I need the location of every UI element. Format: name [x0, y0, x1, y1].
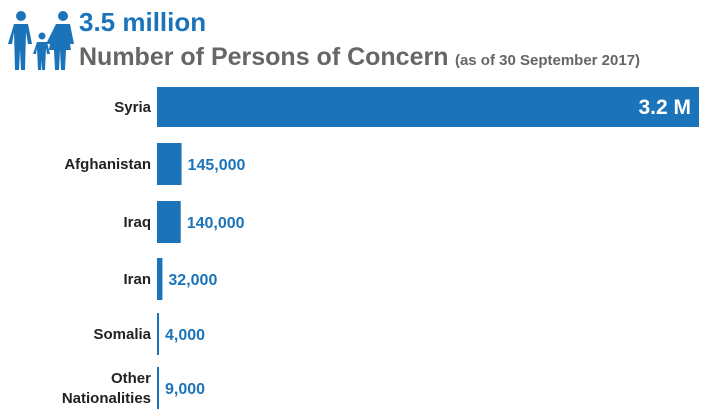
bar-syria [157, 87, 699, 127]
bar-somalia [157, 313, 159, 355]
headline-total: 3.5 million [79, 7, 207, 37]
category-label: Somalia [93, 326, 151, 343]
category-label: Other Nationalities [62, 370, 151, 407]
bar-other-nationalities [157, 367, 159, 409]
value-label: 140,000 [187, 215, 245, 232]
value-label: 9,000 [165, 381, 205, 398]
subtitle-text: Number of Persons of Concern [79, 43, 449, 71]
subtitle-date-note: (as of 30 September 2017) [454, 52, 641, 69]
category-label: Afghanistan [64, 156, 151, 173]
chart-subtitle: Number of Persons of Concern (as of 30 S… [79, 42, 640, 76]
bar-iran [157, 258, 163, 300]
value-label: 3.2 M [638, 96, 691, 119]
category-label: Iraq [123, 214, 151, 231]
bar-iraq [157, 201, 181, 243]
value-label: 145,000 [188, 157, 246, 174]
category-label: Syria [114, 99, 151, 116]
category-label: Iran [123, 271, 151, 288]
bar-afghanistan [157, 143, 182, 185]
value-label: 4,000 [165, 327, 205, 344]
family-icon [8, 11, 74, 70]
value-label: 32,000 [168, 272, 217, 289]
